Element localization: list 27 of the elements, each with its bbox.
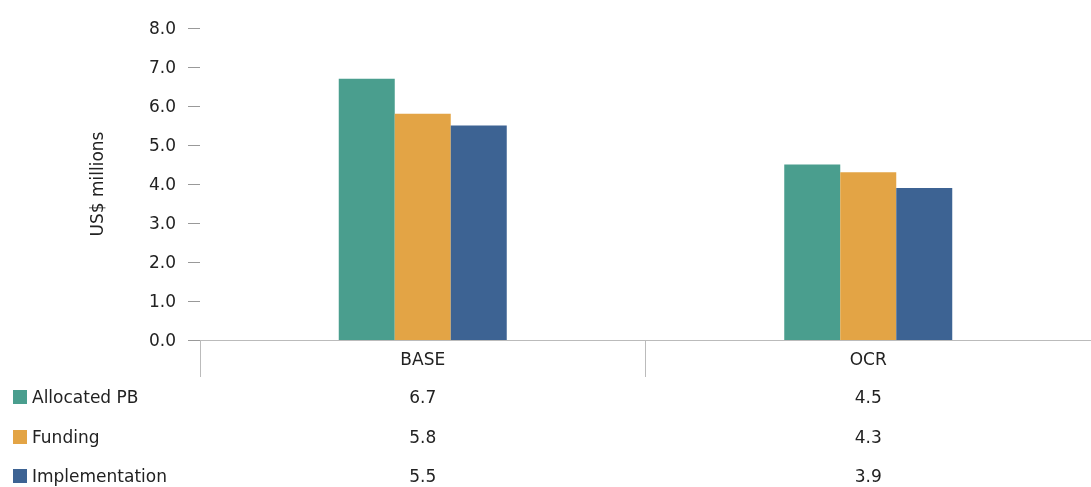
data-label: 5.5 bbox=[409, 466, 437, 486]
data-label: 6.7 bbox=[409, 387, 437, 407]
y-tick-label: 3.0 bbox=[148, 213, 176, 233]
x-tick-label: OCR bbox=[849, 348, 887, 369]
y-tick-label: 8.0 bbox=[148, 18, 176, 38]
y-tick-label: 7.0 bbox=[148, 57, 176, 77]
y-tick-label: 6.0 bbox=[148, 96, 176, 116]
bar bbox=[896, 187, 953, 340]
y-tick-label: 5.0 bbox=[148, 135, 176, 155]
legend-label: Allocated PB bbox=[32, 387, 139, 407]
bar bbox=[840, 172, 897, 340]
y-tick-label: 0.0 bbox=[148, 330, 176, 350]
legend-label: Funding bbox=[32, 427, 100, 447]
data-label: 5.8 bbox=[409, 427, 437, 447]
bar bbox=[394, 113, 451, 340]
y-axis-title: US$ millions bbox=[86, 131, 107, 237]
data-label: 4.3 bbox=[854, 427, 882, 447]
bar bbox=[784, 164, 841, 340]
y-tick-label: 1.0 bbox=[148, 291, 176, 311]
bar bbox=[338, 78, 395, 340]
y-tick-label: 2.0 bbox=[148, 252, 176, 272]
data-label: 3.9 bbox=[854, 466, 882, 486]
bar bbox=[450, 125, 507, 340]
data-label: 4.5 bbox=[854, 387, 882, 407]
x-tick-label: BASE bbox=[400, 348, 446, 369]
y-tick-label: 4.0 bbox=[148, 174, 176, 194]
legend-label: Implementation bbox=[32, 466, 167, 486]
